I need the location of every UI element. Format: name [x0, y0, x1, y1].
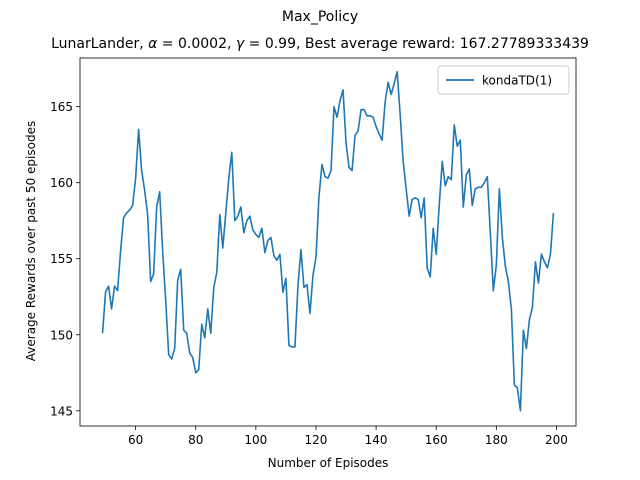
title-gamma-value: = 0.99, Best average reward: 167.2778933…	[244, 36, 589, 52]
x-tick-label: 120	[305, 433, 328, 447]
x-tick-label: 140	[365, 433, 388, 447]
x-axis-label: Number of Episodes	[268, 456, 389, 470]
y-tick-label: 165	[50, 100, 73, 114]
y-tick-label: 145	[50, 404, 73, 418]
x-tick-label: 60	[128, 433, 143, 447]
y-tick-label: 160	[50, 176, 73, 190]
legend-box	[437, 65, 570, 95]
legend-entry-label: kondaTD(1)	[482, 74, 552, 88]
x-tick-label: 200	[545, 433, 568, 447]
chart-suptitle: Max_Policy	[282, 9, 358, 25]
series-line-0	[101, 70, 555, 412]
x-tick-label: 160	[425, 433, 448, 447]
legend: kondaTD(1)	[437, 65, 570, 95]
title-gamma-symbol: γ	[236, 36, 245, 52]
axes-frame	[79, 57, 577, 427]
x-tick-label: 100	[244, 433, 267, 447]
title-alpha-symbol: α	[148, 36, 158, 52]
chart-title: LunarLander, α = 0.0002, γ = 0.99, Best …	[51, 36, 589, 52]
plot-area: 60 80 100 120 140 160 180 200 145 150 155 160 165	[50, 57, 577, 447]
title-alpha-value: = 0.0002,	[157, 36, 236, 52]
x-tick-label: 80	[188, 433, 203, 447]
x-tick-label: 180	[485, 433, 508, 447]
y-axis-label: Average Rewards over past 50 episodes	[24, 121, 38, 361]
y-tick-label: 155	[50, 252, 73, 266]
title-prefix: LunarLander,	[51, 36, 148, 52]
y-tick-label: 150	[50, 328, 73, 342]
